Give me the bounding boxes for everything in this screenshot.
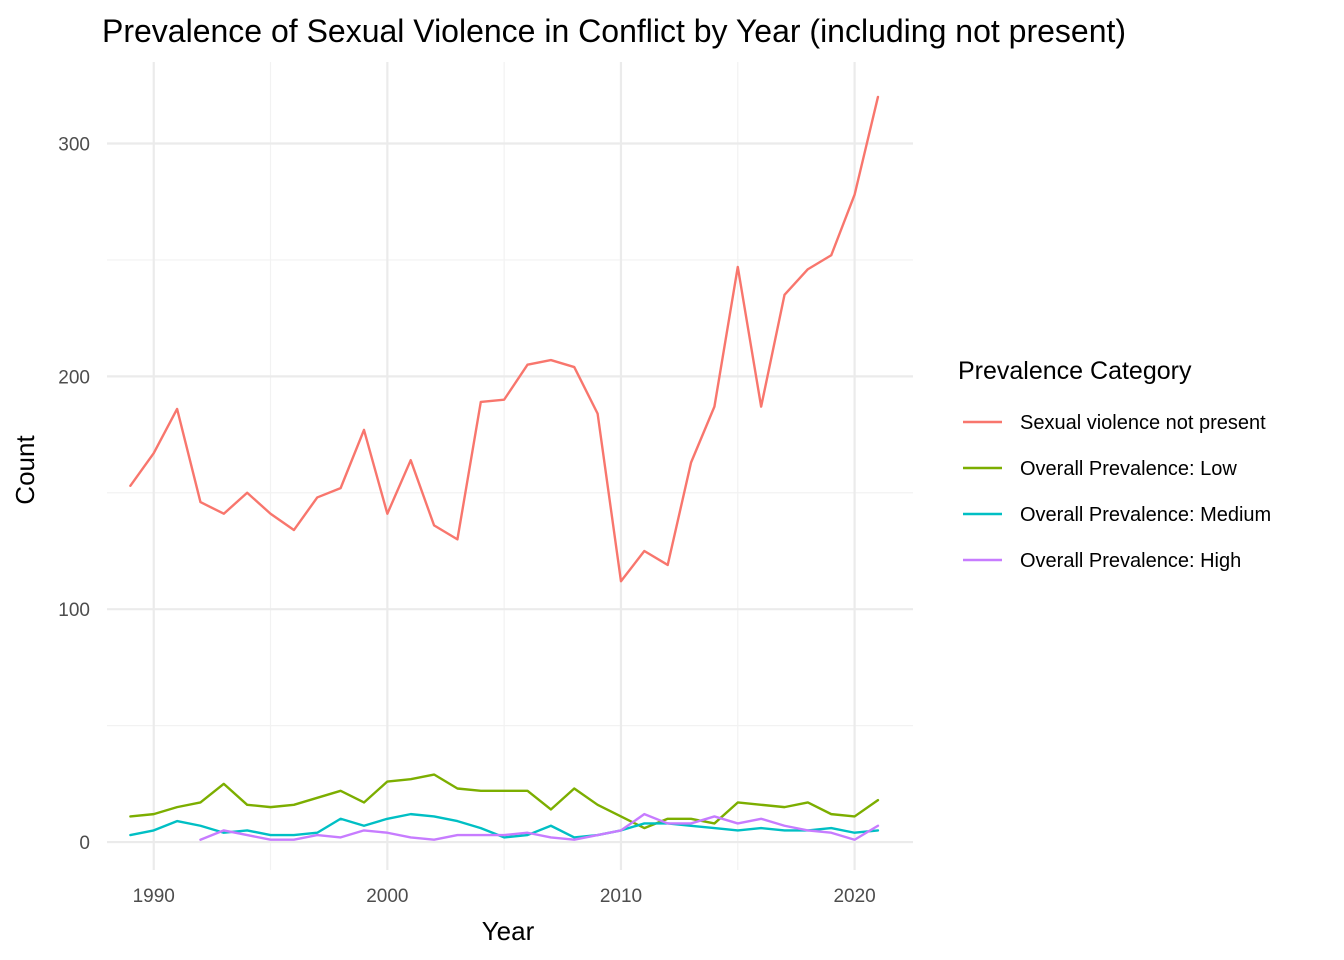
- y-axis-title: Count: [10, 435, 40, 505]
- series-line: [129, 812, 880, 839]
- x-tick-label: 2020: [833, 886, 875, 907]
- legend-label: Overall Prevalence: Low: [1020, 458, 1237, 480]
- series-line: [199, 812, 880, 841]
- series-line: [129, 773, 880, 830]
- x-tick-label: 2000: [366, 886, 408, 907]
- legend-label: Sexual violence not present: [1020, 412, 1266, 434]
- y-tick-label: 200: [58, 367, 90, 388]
- x-tick-label: 2010: [600, 886, 642, 907]
- y-tick-label: 0: [79, 833, 90, 854]
- x-tick-label: 1990: [133, 886, 175, 907]
- y-tick-label: 300: [58, 134, 90, 155]
- series-group: [129, 95, 880, 841]
- chart-title: Prevalence of Sexual Violence in Conflic…: [102, 13, 1126, 49]
- y-axis-ticks: 0 100 200 300: [58, 134, 90, 854]
- legend-title: Prevalence Category: [958, 357, 1192, 385]
- x-axis-ticks: 1990 2000 2010 2020: [133, 886, 876, 907]
- legend-label: Overall Prevalence: Medium: [1020, 504, 1271, 526]
- grid: [107, 62, 913, 870]
- series-line: [129, 95, 880, 583]
- y-tick-label: 100: [58, 600, 90, 621]
- legend: Prevalence Category Sexual violence not …: [958, 357, 1271, 572]
- legend-label: Overall Prevalence: High: [1020, 550, 1241, 572]
- x-axis-title: Year: [482, 916, 535, 946]
